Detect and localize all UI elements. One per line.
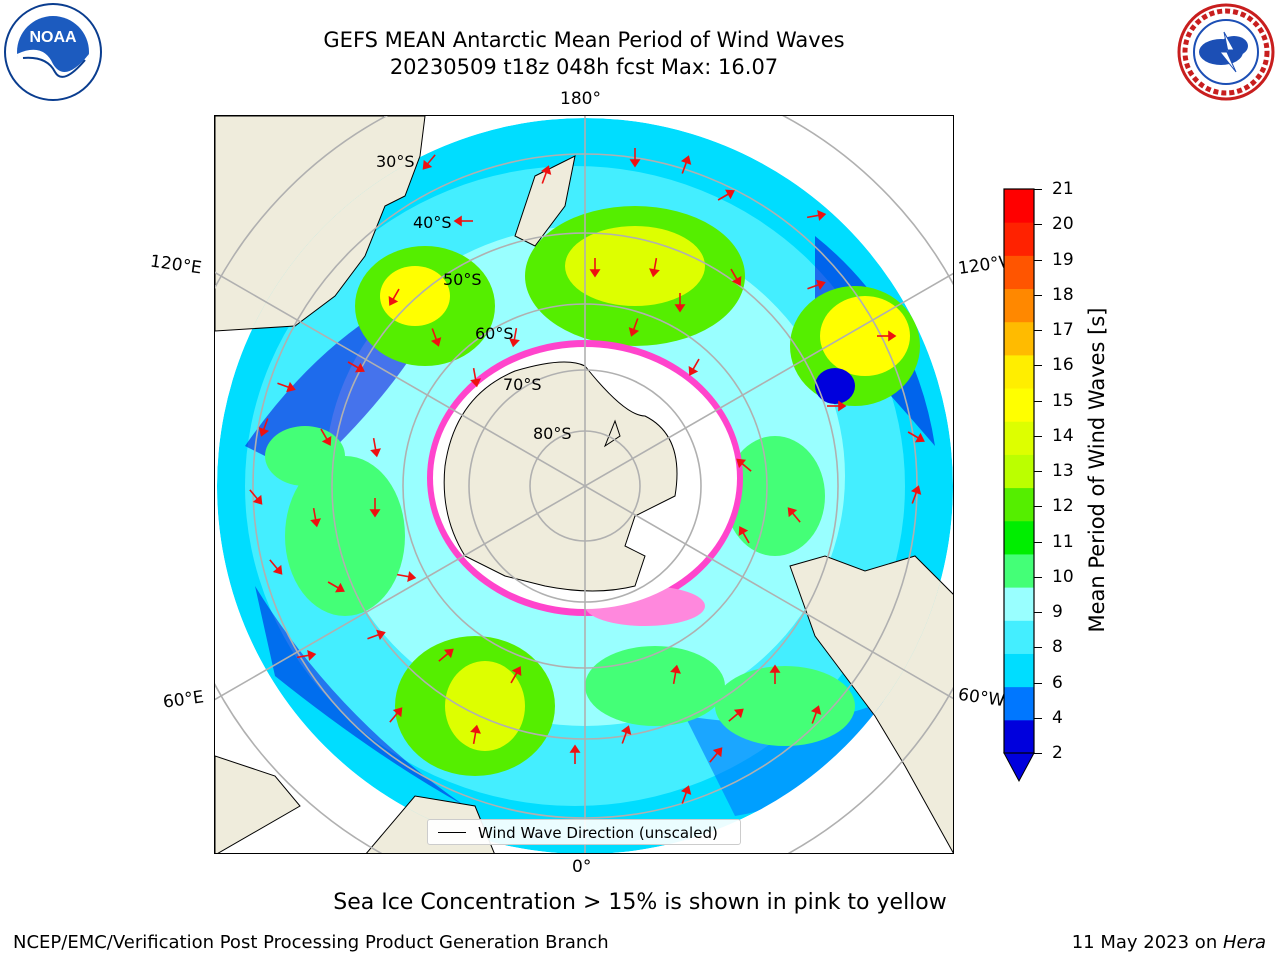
colorbar-tick-label: 15 — [1052, 390, 1074, 411]
legend-label: Wind Wave Direction (unscaled) — [478, 824, 718, 842]
colorbar-segment — [1004, 653, 1034, 688]
noaa-logo: NOAA — [3, 2, 103, 102]
colorbar-extend-min — [1003, 752, 1035, 783]
colorbar-segment — [1004, 354, 1034, 389]
colorbar-tick-mark — [1034, 647, 1042, 649]
colorbar-tick-label: 16 — [1052, 355, 1074, 376]
colorbar-segment — [1004, 487, 1034, 522]
colorbar-tick-mark — [1034, 471, 1042, 472]
lat-label-80s: 80°S — [533, 424, 572, 443]
colorbar-tick-label: 2 — [1052, 743, 1063, 763]
colorbar-tick-mark — [1034, 189, 1042, 190]
colorbar-tick-mark — [1034, 330, 1042, 331]
colorbar-tick-label: 21 — [1052, 179, 1074, 199]
colorbar-tick-mark — [1034, 753, 1042, 754]
colorbar-tick-label: 4 — [1052, 707, 1063, 728]
lat-label-60s: 60°S — [475, 324, 514, 343]
colorbar-segment — [1004, 288, 1034, 323]
colorbar-tick-label: 10 — [1052, 566, 1074, 587]
colorbar-segment — [1004, 222, 1034, 256]
colorbar-segment — [1004, 719, 1034, 754]
colorbar-segment — [1004, 421, 1034, 455]
lon-label-0: 0° — [572, 857, 592, 877]
colorbar — [1003, 188, 1035, 783]
colorbar-segment — [1004, 255, 1034, 290]
colorbar-segment — [1004, 587, 1034, 621]
colorbar-tick-mark — [1034, 224, 1042, 226]
lon-label-60w: 60°W — [956, 684, 1007, 712]
map-canvas — [215, 116, 953, 853]
lat-label-30s: 30°S — [376, 152, 415, 171]
footer-branch: NCEP/EMC/Verification Post Processing Pr… — [13, 932, 609, 953]
colorbar-tick-mark — [1034, 294, 1042, 296]
lon-label-60e: 60°E — [161, 687, 206, 713]
colorbar-tick-label: 9 — [1052, 602, 1063, 622]
lat-label-40s: 40°S — [413, 213, 452, 232]
nws-logo — [1176, 2, 1276, 102]
colorbar-tick-label: 13 — [1052, 461, 1074, 481]
colorbar-tick-mark — [1034, 541, 1042, 543]
colorbar-segment — [1004, 520, 1034, 555]
lon-label-180: 180° — [560, 89, 601, 109]
colorbar-segment — [1004, 553, 1034, 588]
footer-date: 11 May 2023 on Hera — [1072, 932, 1266, 953]
colorbar-tick-label: 14 — [1052, 425, 1074, 446]
colorbar-tick-label: 12 — [1052, 496, 1074, 517]
colorbar-label: Mean Period of Wind Waves [s] — [1085, 307, 1109, 633]
colorbar-tick-mark — [1034, 435, 1042, 437]
colorbar-tick-mark — [1034, 576, 1042, 578]
colorbar-segment — [1004, 388, 1034, 422]
footer-date-text: 11 May 2023 on — [1071, 932, 1223, 953]
legend-line-swatch — [438, 832, 466, 833]
colorbar-tick-mark — [1034, 612, 1042, 613]
wind-wave-arrows — [249, 148, 925, 804]
colorbar-tick-mark — [1034, 717, 1042, 719]
colorbar-tick-mark — [1034, 682, 1042, 684]
colorbar-tick-mark — [1034, 400, 1042, 402]
colorbar-tick-mark — [1034, 365, 1042, 367]
colorbar-tick-label: 17 — [1052, 320, 1074, 340]
colorbar-tick-label: 11 — [1052, 531, 1074, 552]
noaa-logo-text: NOAA — [29, 29, 77, 46]
footer-host: Hera — [1222, 932, 1266, 953]
lon-label-120e: 120°E — [148, 251, 203, 279]
colorbar-segment — [1004, 686, 1034, 721]
map-legend: Wind Wave Direction (unscaled) — [427, 819, 741, 845]
africa-landmass — [215, 755, 301, 853]
map-title: GEFS MEAN Antarctic Mean Period of Wind … — [323, 28, 845, 52]
sea-ice-note: Sea Ice Concentration > 15% is shown in … — [333, 890, 947, 915]
colorbar-tick-label: 19 — [1052, 249, 1074, 270]
colorbar-tick-mark — [1034, 259, 1042, 261]
colorbar-tick-label: 20 — [1052, 214, 1074, 235]
colorbar-segment — [1004, 620, 1034, 654]
map-subtitle: 20230509 t18z 048h fcst Max: 16.07 — [389, 55, 779, 79]
colorbar-tick-label: 6 — [1052, 672, 1063, 693]
colorbar-tick-mark — [1034, 506, 1042, 508]
colorbar-segment — [1004, 454, 1034, 489]
colorbar-segment — [1004, 189, 1034, 223]
colorbar-segment — [1004, 321, 1034, 356]
colorbar-tick-label: 18 — [1052, 284, 1074, 305]
colorbar-tick-label: 8 — [1052, 637, 1063, 658]
map-panel — [214, 115, 954, 854]
lat-label-70s: 70°S — [503, 375, 542, 394]
lat-label-50s: 50°S — [443, 270, 482, 289]
